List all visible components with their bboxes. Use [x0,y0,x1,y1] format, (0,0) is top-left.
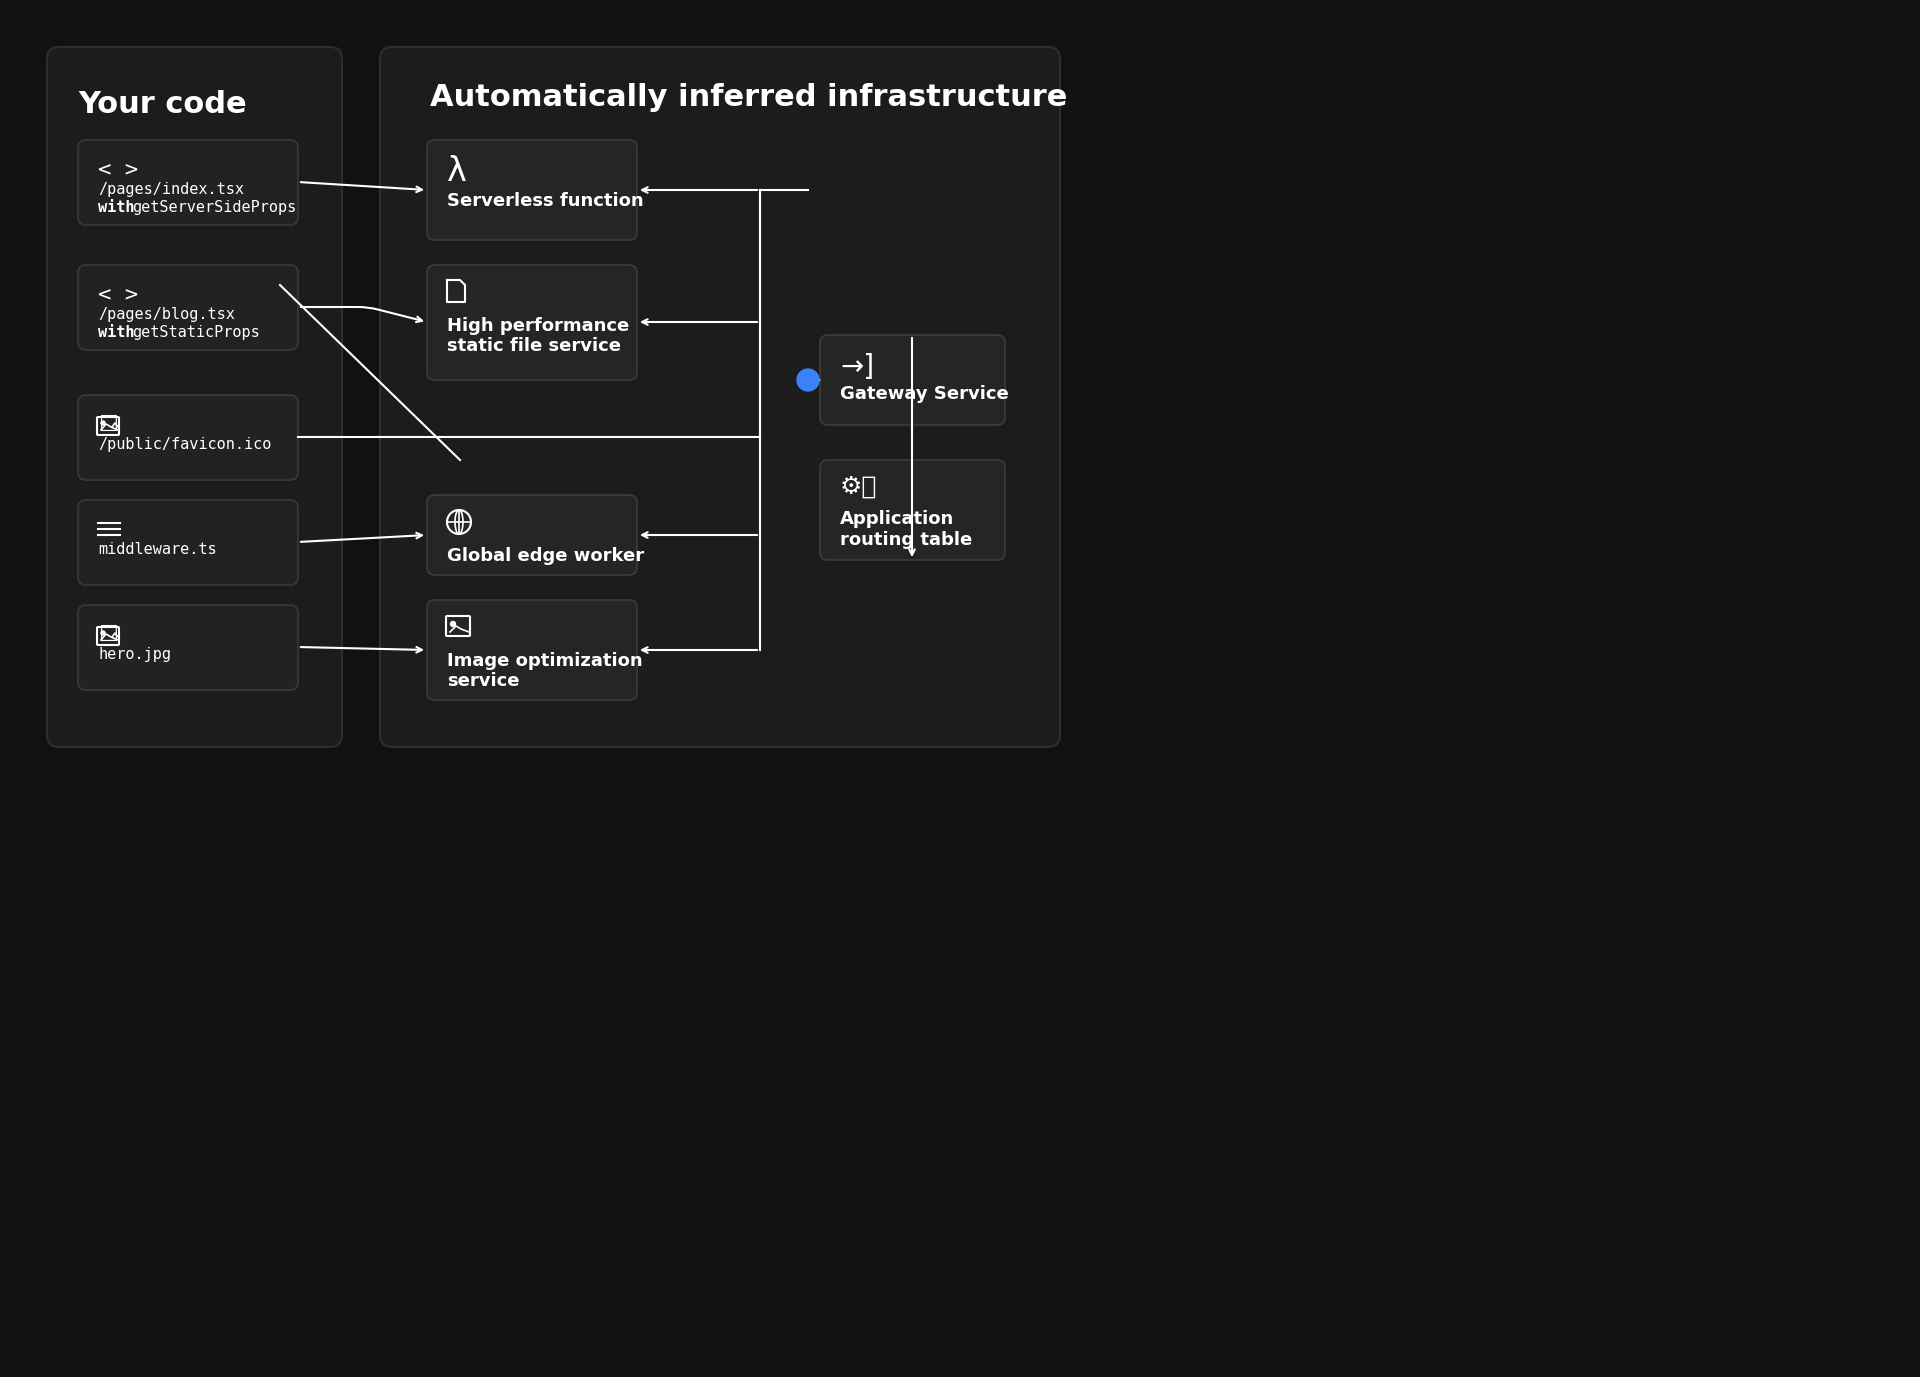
Text: λ: λ [447,156,467,189]
FancyBboxPatch shape [79,605,298,690]
FancyBboxPatch shape [79,264,298,350]
Text: /pages/blog.tsx: /pages/blog.tsx [98,307,234,322]
Text: ⚙: ⚙ [841,475,877,498]
Text: /pages/index.tsx: /pages/index.tsx [98,182,244,197]
Text: getStaticProps: getStaticProps [132,325,259,340]
Text: < >: < > [98,285,138,304]
FancyBboxPatch shape [79,395,298,481]
Circle shape [102,631,106,635]
Text: Global edge worker: Global edge worker [447,547,643,565]
Text: Serverless function: Serverless function [447,191,643,211]
Text: service: service [447,672,520,690]
FancyBboxPatch shape [426,140,637,240]
Text: < >: < > [98,160,138,180]
Text: hero.jpg: hero.jpg [98,647,171,662]
Text: with: with [98,325,144,340]
Text: /public/favicon.ico: /public/favicon.ico [98,437,271,452]
Text: ☐: ☐ [98,625,117,644]
FancyBboxPatch shape [46,47,342,746]
Circle shape [797,369,820,391]
FancyBboxPatch shape [79,140,298,224]
Text: →]: →] [841,353,874,381]
Text: Application
routing table: Application routing table [841,509,972,549]
FancyBboxPatch shape [820,460,1004,560]
Text: Your code: Your code [79,90,246,118]
Text: Automatically inferred infrastructure: Automatically inferred infrastructure [430,83,1068,112]
Text: with: with [98,200,144,215]
Text: High performance: High performance [447,317,630,335]
FancyBboxPatch shape [820,335,1004,425]
Text: static file service: static file service [447,337,620,355]
Text: getServerSideProps: getServerSideProps [132,200,296,215]
FancyBboxPatch shape [426,600,637,700]
FancyBboxPatch shape [380,47,1060,746]
FancyBboxPatch shape [426,494,637,576]
Text: ☐: ☐ [98,414,117,435]
Text: Gateway Service: Gateway Service [841,386,1008,403]
Text: middleware.ts: middleware.ts [98,543,217,558]
FancyBboxPatch shape [79,500,298,585]
Circle shape [102,421,106,425]
Circle shape [451,621,455,627]
Text: Image optimization: Image optimization [447,651,643,671]
FancyBboxPatch shape [426,264,637,380]
